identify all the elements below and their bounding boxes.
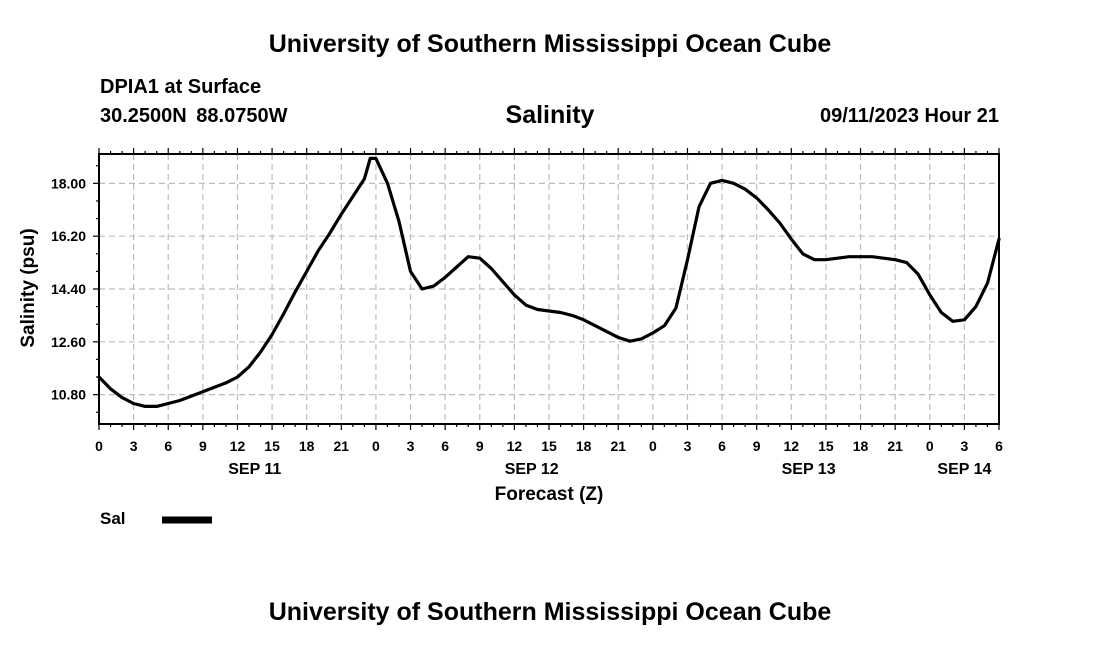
coordinates-label: 30.2500N 88.0750W xyxy=(100,105,288,127)
x-tick-label: 21 xyxy=(334,438,350,454)
x-tick-label: 12 xyxy=(230,438,246,454)
day-label: SEP 13 xyxy=(782,461,836,478)
series-line-sal xyxy=(97,156,1001,408)
x-tick-label: 0 xyxy=(926,438,934,454)
x-tick-label: 0 xyxy=(649,438,657,454)
x-axis-label: Forecast (Z) xyxy=(495,484,604,505)
x-tick-label: 3 xyxy=(684,438,692,454)
y-axis-label: Salinity (psu) xyxy=(18,228,39,347)
footer-title: University of Southern Mississippi Ocean… xyxy=(268,598,832,626)
x-tick-label: 12 xyxy=(507,438,523,454)
x-tick-label: 0 xyxy=(95,438,103,454)
y-tick-label: 14.40 xyxy=(51,281,86,297)
x-tick-label: 6 xyxy=(995,438,1003,454)
x-tick-label: 9 xyxy=(753,438,761,454)
y-tick-label: 12.60 xyxy=(51,334,86,350)
x-tick-label: 6 xyxy=(164,438,172,454)
x-tick-label: 15 xyxy=(541,438,557,454)
datetime-label: 09/11/2023 Hour 21 xyxy=(819,105,999,127)
y-tick-label: 18.00 xyxy=(51,175,86,191)
x-tick-label: 9 xyxy=(476,438,484,454)
station-label: DPIA1 at Surface xyxy=(100,76,262,98)
x-tick-label: 3 xyxy=(407,438,415,454)
day-label: SEP 11 xyxy=(228,461,281,478)
x-tick-label: 9 xyxy=(199,438,207,454)
chart-title: University of Southern Mississippi Ocean… xyxy=(268,30,832,58)
x-tick-label: 6 xyxy=(441,438,449,454)
day-label: SEP 14 xyxy=(937,461,991,478)
x-tick-label: 0 xyxy=(372,438,380,454)
x-tick-label: 6 xyxy=(718,438,726,454)
legend-label: Sal xyxy=(100,509,126,528)
x-tick-label: 21 xyxy=(610,438,626,454)
x-tick-label: 15 xyxy=(818,438,834,454)
x-tick-label: 3 xyxy=(960,438,968,454)
x-tick-label: 3 xyxy=(130,438,138,454)
variable-title: Salinity xyxy=(505,101,595,129)
y-tick-label: 16.20 xyxy=(51,228,86,244)
x-tick-label: 18 xyxy=(299,438,315,454)
x-tick-label: 12 xyxy=(784,438,800,454)
y-tick-label: 10.80 xyxy=(51,387,86,403)
day-label: SEP 12 xyxy=(505,461,559,478)
x-tick-label: 18 xyxy=(576,438,592,454)
x-tick-label: 18 xyxy=(853,438,869,454)
x-tick-label: 15 xyxy=(264,438,280,454)
x-tick-label: 21 xyxy=(887,438,903,454)
